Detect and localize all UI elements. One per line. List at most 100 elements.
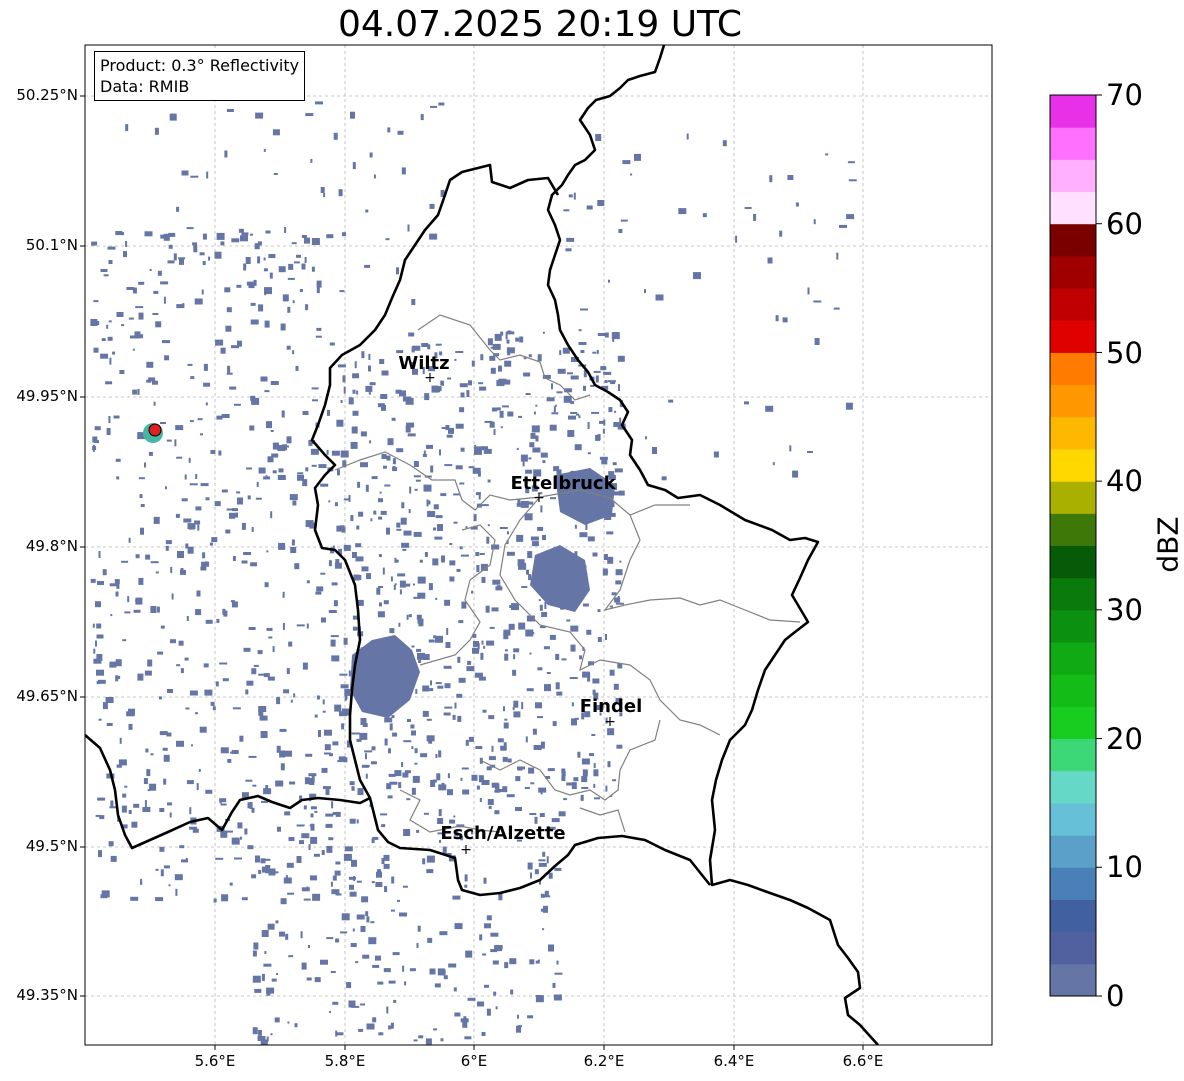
echo-pixel	[251, 874, 257, 879]
echo-pixel	[178, 640, 184, 646]
echo-pixel	[430, 105, 438, 108]
echo-pixel	[398, 661, 401, 665]
echo-pixel	[350, 441, 358, 449]
echo-pixel	[272, 470, 277, 474]
echo-pixel	[175, 425, 184, 431]
echo-pixel	[619, 560, 622, 563]
echo-pixel	[722, 140, 727, 147]
colorbar-tick-label: 50	[1106, 336, 1143, 370]
echo-pixel	[481, 780, 490, 785]
echo-pixel	[556, 960, 559, 965]
echo-pixel	[331, 801, 334, 809]
echo-pixel	[306, 886, 309, 891]
echo-pixel	[570, 400, 575, 404]
echo-pixel	[152, 380, 158, 385]
echo-pixel	[385, 238, 390, 241]
echo-pixel	[352, 615, 358, 620]
echo-pixel	[222, 678, 229, 682]
colorbar-bin	[1050, 320, 1096, 353]
echo-pixel	[288, 263, 294, 270]
echo-pixel	[304, 237, 310, 244]
echo-pixel	[330, 635, 339, 638]
echo-pixel	[608, 407, 613, 413]
echo-pixel	[271, 453, 279, 458]
echo-pixel	[148, 451, 153, 456]
echo-pixel	[316, 280, 322, 288]
echo-pixel	[243, 263, 247, 271]
echo-pixel	[399, 589, 402, 595]
echo-pixel	[301, 962, 307, 970]
echo-pixel	[275, 780, 284, 787]
echo-pixel	[597, 637, 602, 642]
echo-pixel	[428, 639, 435, 643]
city-wiltz: + Wiltz	[398, 353, 449, 386]
echo-pixel	[243, 647, 251, 652]
echo-pixel	[413, 475, 421, 478]
echo-pixel	[530, 872, 532, 879]
echo-pixel	[500, 331, 504, 336]
echo-pixel	[179, 258, 184, 265]
echo-pixel	[485, 605, 490, 613]
echo-pixel	[397, 130, 404, 135]
echo-pixel	[506, 347, 515, 354]
echo-pixel	[327, 409, 330, 416]
echo-pixel	[128, 708, 135, 716]
echo-pixel	[345, 695, 348, 700]
echo-pixel	[350, 515, 354, 522]
echo-pixel	[178, 257, 186, 260]
echo-pixel	[578, 329, 582, 332]
echo-pixel	[411, 299, 416, 305]
echo-pixel	[565, 565, 573, 571]
echo-pixel	[491, 745, 494, 752]
echo-pixel	[559, 350, 562, 356]
echo-pixel	[326, 234, 334, 239]
echo-pixel	[611, 332, 620, 340]
echo-pixel	[570, 375, 579, 380]
echo-pixel	[225, 529, 231, 534]
echo-pixel	[122, 824, 128, 829]
echo-pixel	[554, 972, 563, 975]
echo-pixel	[296, 254, 301, 258]
lon-label: 6.4°E	[713, 1052, 755, 1070]
echo-pixel	[322, 786, 331, 790]
echo-pixel	[148, 377, 156, 382]
echo-pixel	[297, 474, 304, 481]
echo-pixel	[544, 890, 549, 896]
echo-pixel	[309, 824, 312, 827]
echo-pixel	[472, 633, 477, 638]
echo-pixel	[595, 434, 601, 441]
echo-pixel	[607, 380, 616, 383]
echo-pixel	[128, 810, 132, 814]
echo-pixel	[100, 269, 108, 272]
echo-pixel	[189, 483, 198, 486]
echo-pixel	[360, 926, 366, 932]
colorbar-bin	[1050, 416, 1096, 450]
echo-pixel	[268, 868, 276, 876]
colorbar-tick-label: 20	[1106, 722, 1143, 756]
echo-pixel	[135, 597, 143, 605]
echo-pixel	[439, 931, 448, 936]
echo-pixel	[275, 871, 279, 874]
echo-pixel	[604, 514, 612, 520]
colorbar-bin	[1050, 770, 1096, 804]
echo-pixel	[369, 440, 372, 444]
echo-pixel	[553, 466, 560, 472]
echo-pixel	[189, 807, 192, 815]
echo-pixel	[144, 231, 153, 237]
echo-pixel	[276, 973, 278, 975]
echo-pixel	[322, 710, 326, 713]
echo-pixel	[459, 383, 468, 388]
echo-pixel	[396, 522, 401, 528]
echo-pixel	[453, 493, 461, 496]
echo-pixel	[253, 664, 259, 667]
lon-label: 5.6°E	[194, 1052, 236, 1070]
echo-pixel	[329, 342, 335, 346]
echo-pixel	[535, 404, 538, 407]
echo-pixel	[490, 949, 498, 953]
echo-pixel	[153, 290, 159, 294]
echo-pixel	[285, 750, 292, 757]
echo-pixel	[407, 719, 411, 722]
echo-pixel	[287, 277, 295, 280]
echo-pixel	[557, 368, 566, 374]
echo-pixel	[216, 415, 223, 420]
